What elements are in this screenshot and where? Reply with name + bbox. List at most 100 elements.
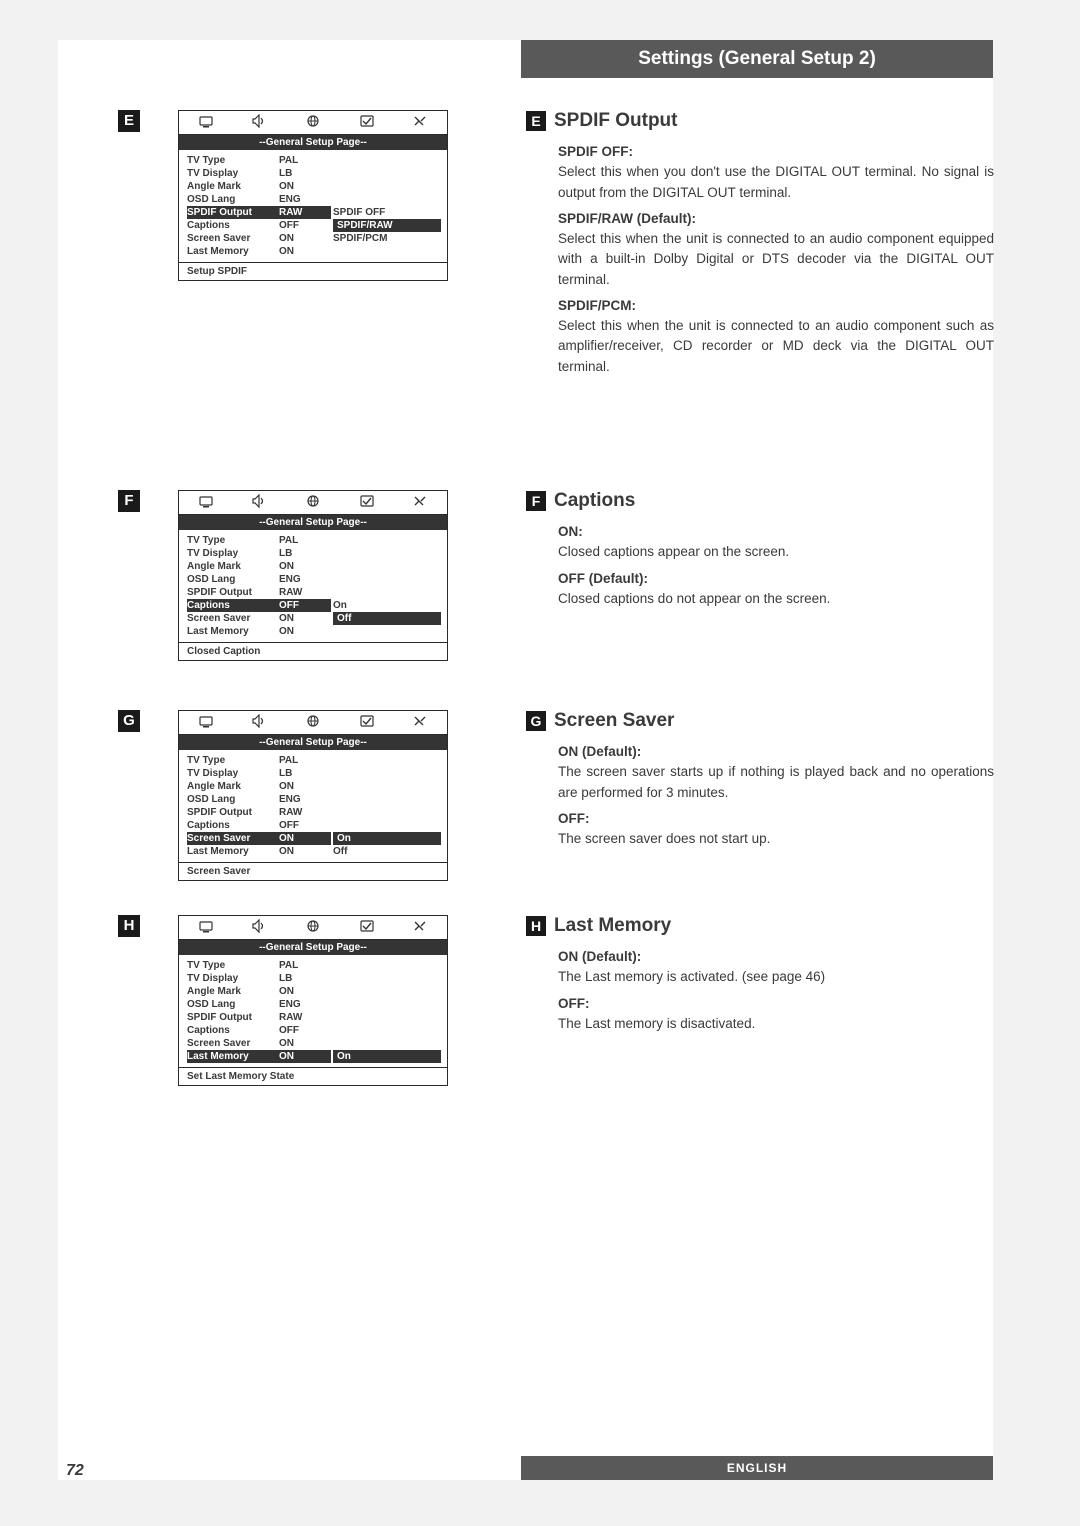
body-text: The screen saver does not start up.: [558, 829, 994, 849]
menu-body: TV TypeTV DisplayAngle MarkOSD LangSPDIF…: [179, 150, 447, 263]
menu-item: SPDIF Output: [187, 206, 279, 219]
menu-value: LB: [279, 972, 331, 985]
body-text: Closed captions do not appear on the scr…: [558, 589, 994, 609]
menu-item: Last Memory: [187, 1050, 279, 1063]
tools-icon: [393, 919, 447, 936]
subheading: ON:: [558, 522, 994, 542]
menu-item: OSD Lang: [187, 193, 279, 206]
menu-screenshot-e: --General Setup Page-- TV TypeTV Display…: [178, 110, 448, 281]
menu-item: OSD Lang: [187, 793, 279, 806]
section-body: ON:Closed captions appear on the screen.…: [558, 522, 994, 609]
section-body: ON (Default):The Last memory is activate…: [558, 947, 994, 1034]
menu-value: ON: [279, 985, 331, 998]
subheading: SPDIF/RAW (Default):: [558, 209, 994, 229]
menu-tab-row: [179, 711, 447, 735]
menu-item: TV Display: [187, 767, 279, 780]
menu-item: Captions: [187, 819, 279, 832]
menu-screenshot-f: --General Setup Page-- TV TypeTV Display…: [178, 490, 448, 661]
menu-option: On: [333, 599, 441, 612]
subheading: OFF:: [558, 809, 994, 829]
section-e: ESPDIF Output SPDIF OFF:Select this when…: [526, 110, 994, 377]
speaker-icon: [233, 919, 287, 936]
menu-item: TV Display: [187, 547, 279, 560]
menu-item: SPDIF Output: [187, 806, 279, 819]
body-text: Select this when the unit is connected t…: [558, 316, 994, 377]
menu-option: Off: [333, 612, 441, 625]
menu-item: Last Memory: [187, 245, 279, 258]
menu-screenshot-h: --General Setup Page-- TV TypeTV Display…: [178, 915, 448, 1086]
menu-value: ON: [279, 180, 331, 193]
menu-item: TV Display: [187, 167, 279, 180]
subheading: ON (Default):: [558, 947, 994, 967]
menu-option: SPDIF/PCM: [333, 232, 441, 245]
letter-badge-f-title: F: [526, 491, 546, 511]
section-body: ON (Default):The screen saver starts up …: [558, 742, 994, 849]
menu-title: --General Setup Page--: [179, 940, 447, 955]
tv-icon: [179, 919, 233, 936]
menu-body: TV TypeTV DisplayAngle MarkOSD LangSPDIF…: [179, 955, 447, 1068]
menu-item: TV Type: [187, 154, 279, 167]
menu-value: ON: [279, 560, 331, 573]
menu-value: RAW: [279, 586, 331, 599]
tv-icon: [179, 714, 233, 731]
menu-value: RAW: [279, 806, 331, 819]
menu-value: LB: [279, 167, 331, 180]
menu-tab-row: [179, 491, 447, 515]
letter-badge-e-title: E: [526, 111, 546, 131]
menu-option: SPDIF OFF: [333, 206, 441, 219]
menu-value: ON: [279, 612, 331, 625]
menu-value: RAW: [279, 206, 331, 219]
menu-value: ENG: [279, 573, 331, 586]
menu-value: ON: [279, 780, 331, 793]
menu-value: ON: [279, 232, 331, 245]
letter-badge-f: F: [118, 490, 140, 512]
menu-item: Screen Saver: [187, 832, 279, 845]
section-g: GScreen Saver ON (Default):The screen sa…: [526, 710, 994, 849]
menu-value: PAL: [279, 534, 331, 547]
menu-value: PAL: [279, 154, 331, 167]
footer-language: ENGLISH: [521, 1456, 993, 1480]
body-text: Closed captions appear on the screen.: [558, 542, 994, 562]
menu-value: OFF: [279, 1024, 331, 1037]
menu-value: PAL: [279, 754, 331, 767]
section-title: HLast Memory: [526, 915, 994, 937]
tools-icon: [393, 714, 447, 731]
menu-footer: Closed Caption: [179, 643, 447, 660]
speaker-icon: [233, 714, 287, 731]
menu-value: ON: [279, 845, 331, 858]
menu-value: OFF: [279, 599, 331, 612]
menu-item: TV Display: [187, 972, 279, 985]
menu-value: ON: [279, 245, 331, 258]
section-heading: SPDIF Output: [554, 110, 677, 132]
check-icon: [340, 919, 394, 936]
check-icon: [340, 714, 394, 731]
globe-icon: [286, 114, 340, 131]
body-text: Select this when the unit is connected t…: [558, 229, 994, 290]
menu-value: ON: [279, 1050, 331, 1063]
letter-badge-h-title: H: [526, 916, 546, 936]
menu-footer: Setup SPDIF: [179, 263, 447, 280]
tv-icon: [179, 494, 233, 511]
body-text: The Last memory is activated. (see page …: [558, 967, 994, 987]
speaker-icon: [233, 494, 287, 511]
section-title: F Captions: [526, 490, 994, 512]
menu-item: SPDIF Output: [187, 586, 279, 599]
check-icon: [340, 494, 394, 511]
menu-value: ENG: [279, 793, 331, 806]
menu-item: SPDIF Output: [187, 1011, 279, 1024]
menu-item: OSD Lang: [187, 998, 279, 1011]
letter-badge-e: E: [118, 110, 140, 132]
page-container: Settings (General Setup 2) --General Set…: [58, 40, 993, 1480]
menu-item: Last Memory: [187, 625, 279, 638]
globe-icon: [286, 919, 340, 936]
menu-value: PAL: [279, 959, 331, 972]
subheading: SPDIF OFF:: [558, 142, 994, 162]
subheading: ON (Default):: [558, 742, 994, 762]
menu-title: --General Setup Page--: [179, 135, 447, 150]
menu-item: TV Type: [187, 534, 279, 547]
section-title: E SPDIF Output: [526, 110, 994, 132]
menu-item: Screen Saver: [187, 1037, 279, 1050]
menu-footer: Screen Saver: [179, 863, 447, 880]
section-heading: Captions: [554, 490, 635, 512]
body-text: Select this when you don't use the DIGIT…: [558, 162, 994, 203]
